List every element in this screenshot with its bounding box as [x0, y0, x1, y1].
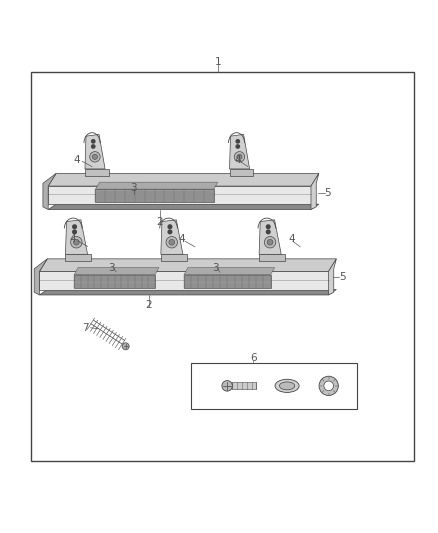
Circle shape [73, 225, 76, 229]
Circle shape [236, 145, 240, 148]
Circle shape [74, 239, 79, 245]
Polygon shape [48, 186, 311, 204]
Text: 5: 5 [324, 188, 331, 198]
Circle shape [236, 140, 240, 143]
Ellipse shape [275, 379, 299, 392]
Circle shape [71, 237, 82, 248]
Text: 4: 4 [288, 235, 295, 244]
Circle shape [168, 225, 172, 229]
Circle shape [90, 151, 100, 162]
Circle shape [92, 140, 95, 143]
Text: 4: 4 [69, 235, 76, 244]
Text: 7: 7 [82, 323, 89, 333]
Ellipse shape [279, 382, 295, 390]
Bar [233, 382, 257, 390]
Bar [191, 363, 357, 409]
Circle shape [237, 154, 242, 159]
Polygon shape [48, 173, 319, 186]
Polygon shape [161, 220, 183, 254]
Polygon shape [43, 173, 56, 209]
Bar [184, 275, 271, 288]
Bar [95, 189, 214, 203]
Polygon shape [34, 259, 47, 295]
Polygon shape [85, 169, 109, 176]
Circle shape [222, 381, 233, 391]
Circle shape [234, 151, 245, 162]
Polygon shape [48, 204, 319, 209]
Text: 5: 5 [339, 272, 346, 282]
Circle shape [266, 230, 270, 233]
Text: 2: 2 [145, 300, 152, 310]
Circle shape [319, 376, 338, 395]
Polygon shape [230, 134, 250, 169]
Polygon shape [95, 182, 218, 189]
Text: 4: 4 [73, 155, 80, 165]
Circle shape [266, 225, 270, 229]
Polygon shape [65, 254, 92, 261]
Text: 6: 6 [250, 353, 257, 363]
Circle shape [264, 237, 276, 248]
Polygon shape [39, 259, 336, 271]
Bar [31, 71, 414, 462]
Text: 3: 3 [108, 263, 115, 273]
Circle shape [92, 145, 95, 148]
Polygon shape [39, 271, 329, 289]
Polygon shape [161, 254, 187, 261]
Text: 4: 4 [234, 155, 241, 165]
Polygon shape [259, 254, 285, 261]
Text: 4: 4 [178, 235, 185, 244]
Bar [74, 275, 155, 288]
Text: 1: 1 [215, 57, 222, 67]
Text: 3: 3 [212, 263, 219, 273]
Polygon shape [65, 220, 88, 254]
Text: 2: 2 [156, 217, 163, 227]
Circle shape [324, 381, 333, 391]
Polygon shape [230, 169, 253, 176]
Polygon shape [311, 173, 319, 209]
Polygon shape [85, 134, 105, 169]
Circle shape [267, 239, 273, 245]
Polygon shape [259, 220, 281, 254]
Circle shape [168, 230, 172, 233]
Polygon shape [39, 289, 336, 295]
Circle shape [73, 230, 76, 233]
Polygon shape [328, 259, 336, 295]
Text: 3: 3 [130, 183, 137, 192]
Circle shape [169, 239, 175, 245]
Circle shape [92, 154, 98, 159]
Polygon shape [74, 268, 159, 275]
Polygon shape [184, 268, 275, 275]
Circle shape [122, 343, 129, 350]
Circle shape [166, 237, 177, 248]
